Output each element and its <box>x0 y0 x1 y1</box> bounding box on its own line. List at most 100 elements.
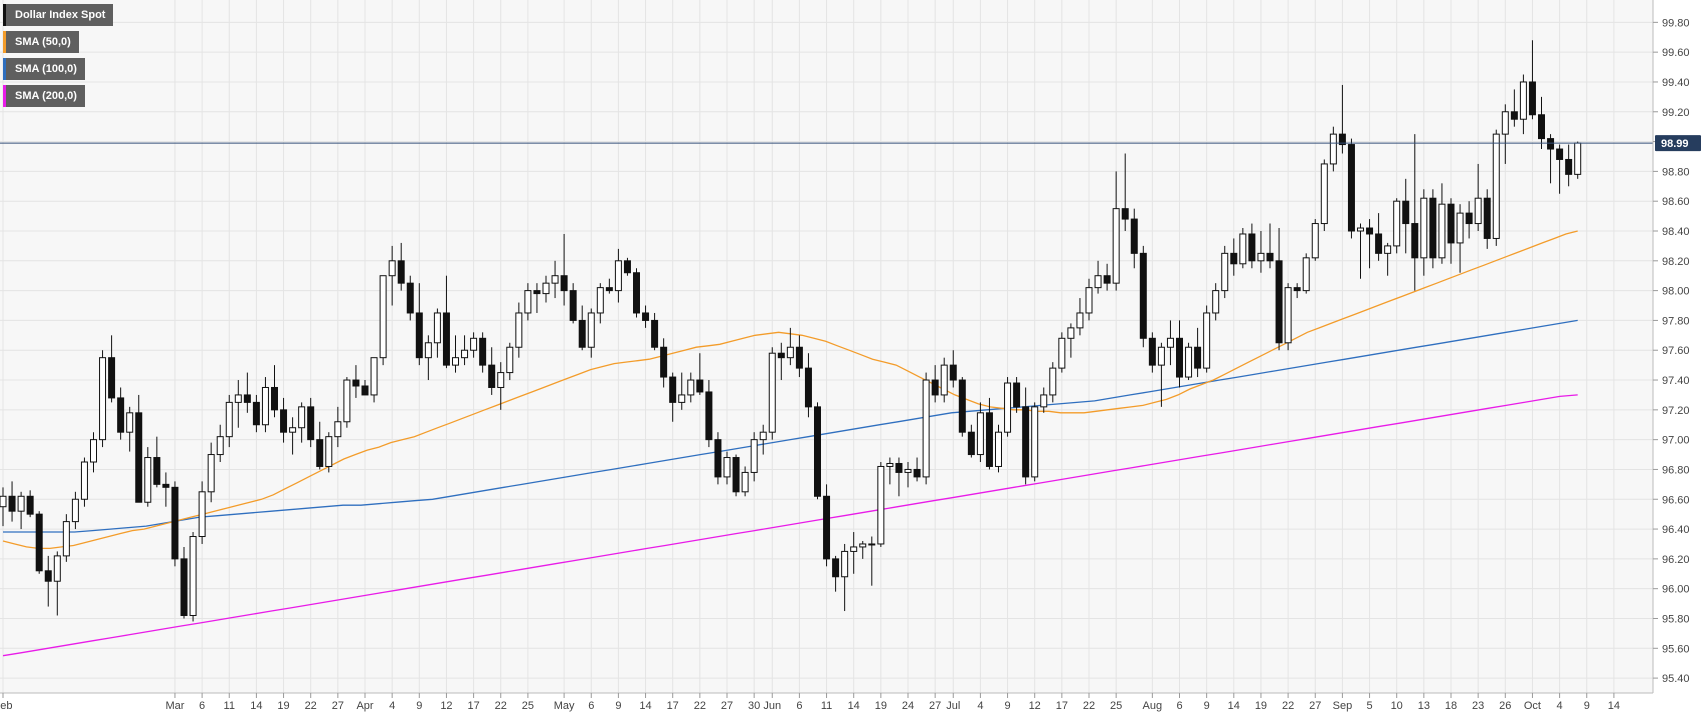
candle-body <box>777 352 785 359</box>
candle <box>198 481 206 544</box>
candle <box>976 402 984 462</box>
candle-body <box>461 349 469 359</box>
candle-body <box>1221 252 1229 292</box>
legend-item-dollar-index[interactable]: Dollar Index Spot <box>3 4 114 26</box>
candle <box>17 491 25 530</box>
candle <box>153 436 161 488</box>
candle-body <box>976 412 984 456</box>
candle <box>931 365 939 403</box>
candle <box>298 402 306 443</box>
candle-body <box>1112 208 1120 284</box>
candle-body <box>252 401 260 426</box>
candle <box>1076 298 1084 336</box>
candle-body <box>1501 111 1509 135</box>
candle <box>1022 387 1030 485</box>
sma200-path <box>2 394 1578 657</box>
x-tick-label: 23 <box>1472 700 1484 712</box>
candle-body <box>379 275 387 359</box>
candle <box>1465 201 1473 239</box>
candle-body <box>17 495 25 512</box>
candle-body <box>506 346 514 374</box>
candle <box>1239 228 1247 269</box>
candle-body <box>135 412 143 503</box>
candle-body <box>298 406 306 429</box>
candle <box>614 248 622 303</box>
candle-body <box>1547 138 1555 150</box>
candle-body <box>0 495 7 508</box>
candle <box>1366 219 1374 269</box>
x-tick-label: Oct <box>1524 700 1541 712</box>
y-tick-label: 96.60 <box>1662 494 1690 506</box>
candle-body <box>1139 252 1147 339</box>
candle-body <box>271 386 278 411</box>
x-tick-label: 26 <box>1499 700 1511 712</box>
legend-swatch <box>3 58 6 80</box>
candle-body <box>660 346 668 378</box>
candle <box>162 472 170 507</box>
candle-body <box>886 462 894 467</box>
candle-body <box>80 461 88 500</box>
candle <box>850 532 858 574</box>
y-tick-label: 95.80 <box>1662 613 1690 625</box>
candle-body <box>669 376 677 403</box>
candle <box>1492 129 1500 246</box>
candle <box>261 377 269 433</box>
candle-body <box>859 543 867 548</box>
candle <box>71 491 79 530</box>
candle-body <box>560 275 568 292</box>
candle <box>1176 320 1183 388</box>
candle <box>1293 283 1301 299</box>
x-axis-ticks: Feb Mar 6 11 14 19 22 27 Apr 4 9 12 17 22 25 May 6 9 14 17 2… <box>0 693 1620 712</box>
legend-item-sma-50[interactable]: SMA (50,0) <box>3 31 79 53</box>
candle <box>633 268 640 318</box>
candle <box>361 380 369 396</box>
candle <box>117 387 125 440</box>
x-tick-label: 25 <box>1110 700 1122 712</box>
candle <box>1320 159 1328 231</box>
candle-body <box>207 454 215 493</box>
candle <box>1067 323 1075 358</box>
candle <box>832 555 840 592</box>
candle-body <box>1492 133 1500 239</box>
candle-body <box>316 439 324 467</box>
candle-body <box>1058 337 1066 369</box>
candle-body <box>1284 287 1292 344</box>
candle-body <box>1438 203 1446 259</box>
candle <box>1329 126 1337 172</box>
candle <box>1275 228 1283 351</box>
candle <box>135 394 143 503</box>
candle-body <box>895 462 903 473</box>
candle <box>841 543 849 612</box>
candle-body <box>985 412 993 467</box>
candle-body <box>1103 275 1111 284</box>
x-tick-label: Aug <box>1143 700 1163 712</box>
candle-body <box>723 457 731 478</box>
legend-item-sma-100[interactable]: SMA (100,0) <box>3 58 85 80</box>
candle-body <box>1085 287 1093 314</box>
candle-body <box>1329 133 1337 165</box>
candle <box>1085 278 1093 321</box>
candle-body <box>180 558 188 617</box>
candle-body <box>1266 252 1274 262</box>
x-tick-label: 22 <box>1083 700 1095 712</box>
candle-body <box>904 468 912 473</box>
candle <box>705 380 713 448</box>
candle-body <box>71 498 79 523</box>
candle-body <box>841 550 849 578</box>
x-tick-label: 9 <box>615 700 621 712</box>
legend-label: SMA (50,0) <box>15 36 71 48</box>
candle-body <box>1257 252 1265 262</box>
candle <box>1257 231 1265 273</box>
legend-item-sma-200[interactable]: SMA (200,0) <box>3 85 85 107</box>
candle <box>877 462 885 547</box>
candle-body <box>1203 312 1211 369</box>
candle <box>605 278 613 294</box>
candle-body <box>8 495 16 512</box>
candle <box>325 432 333 473</box>
candle-body <box>488 364 496 388</box>
candle <box>814 402 821 500</box>
x-tick-label: 24 <box>902 700 914 712</box>
candle <box>479 332 487 373</box>
candle-body <box>234 394 242 403</box>
